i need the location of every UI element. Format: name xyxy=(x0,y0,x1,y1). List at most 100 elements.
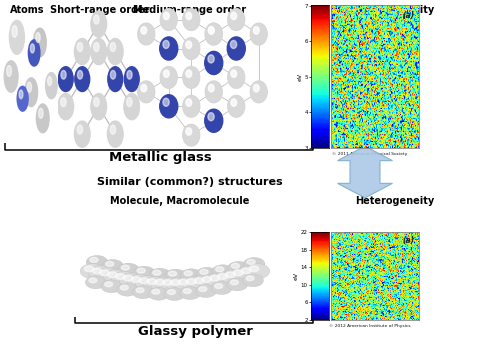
Circle shape xyxy=(108,272,118,278)
Circle shape xyxy=(161,67,176,87)
Circle shape xyxy=(183,9,200,31)
Circle shape xyxy=(91,11,106,37)
Circle shape xyxy=(250,266,258,272)
Circle shape xyxy=(151,277,176,292)
Circle shape xyxy=(110,71,116,79)
Circle shape xyxy=(134,266,155,279)
Circle shape xyxy=(182,277,207,291)
Circle shape xyxy=(186,12,192,20)
Circle shape xyxy=(183,66,200,88)
Circle shape xyxy=(164,70,169,77)
Circle shape xyxy=(141,84,146,92)
Circle shape xyxy=(94,42,99,52)
Circle shape xyxy=(250,81,267,103)
Circle shape xyxy=(78,71,82,79)
Circle shape xyxy=(234,270,243,276)
Circle shape xyxy=(228,66,244,88)
Text: Heterogeneity: Heterogeneity xyxy=(356,196,434,206)
Circle shape xyxy=(208,26,214,34)
Text: Heterogeneity: Heterogeneity xyxy=(356,5,434,15)
Text: (a): (a) xyxy=(403,236,415,245)
Circle shape xyxy=(164,70,169,77)
Circle shape xyxy=(206,24,222,44)
Circle shape xyxy=(174,277,199,292)
Circle shape xyxy=(231,99,236,106)
Circle shape xyxy=(228,67,244,87)
Circle shape xyxy=(10,20,24,54)
Circle shape xyxy=(160,9,177,31)
Circle shape xyxy=(112,271,136,287)
Circle shape xyxy=(138,23,154,45)
Circle shape xyxy=(25,78,38,107)
Circle shape xyxy=(231,70,236,77)
Circle shape xyxy=(120,285,128,290)
Circle shape xyxy=(231,70,236,77)
Circle shape xyxy=(138,24,154,44)
Circle shape xyxy=(136,288,144,293)
Circle shape xyxy=(164,288,185,301)
Circle shape xyxy=(208,26,214,34)
Circle shape xyxy=(184,39,199,58)
Circle shape xyxy=(196,285,216,298)
Circle shape xyxy=(19,90,23,99)
Circle shape xyxy=(186,99,192,106)
Circle shape xyxy=(17,86,28,111)
Circle shape xyxy=(58,94,74,120)
Circle shape xyxy=(186,12,192,20)
Circle shape xyxy=(183,125,200,146)
Circle shape xyxy=(208,55,214,63)
Circle shape xyxy=(206,23,222,45)
Circle shape xyxy=(186,128,192,135)
Circle shape xyxy=(147,279,156,284)
Circle shape xyxy=(184,96,199,116)
Circle shape xyxy=(135,276,160,291)
Circle shape xyxy=(138,82,154,102)
Circle shape xyxy=(117,283,138,296)
Circle shape xyxy=(102,259,124,273)
Circle shape xyxy=(74,39,90,65)
Circle shape xyxy=(141,85,146,92)
Circle shape xyxy=(89,278,97,283)
Circle shape xyxy=(183,38,200,60)
Circle shape xyxy=(108,67,122,92)
Circle shape xyxy=(38,108,43,118)
Circle shape xyxy=(124,94,140,120)
Circle shape xyxy=(247,259,255,265)
Circle shape xyxy=(120,273,144,288)
Circle shape xyxy=(250,23,267,45)
Circle shape xyxy=(152,289,160,294)
Circle shape xyxy=(155,279,164,285)
Text: Atoms: Atoms xyxy=(10,5,45,15)
Circle shape xyxy=(30,44,34,53)
Circle shape xyxy=(27,82,32,92)
Circle shape xyxy=(211,282,232,294)
Circle shape xyxy=(254,85,259,92)
Circle shape xyxy=(163,98,169,106)
Circle shape xyxy=(230,40,236,49)
Circle shape xyxy=(194,278,203,283)
Circle shape xyxy=(160,95,178,118)
Circle shape xyxy=(161,10,176,30)
Circle shape xyxy=(180,269,202,282)
Circle shape xyxy=(128,275,152,289)
Circle shape xyxy=(230,268,254,283)
Circle shape xyxy=(227,37,245,60)
Circle shape xyxy=(230,280,238,285)
Circle shape xyxy=(163,280,172,286)
Circle shape xyxy=(212,265,234,278)
Circle shape xyxy=(77,42,82,52)
Circle shape xyxy=(86,276,106,289)
Circle shape xyxy=(91,39,106,65)
Circle shape xyxy=(208,85,214,92)
Circle shape xyxy=(180,287,201,300)
Circle shape xyxy=(228,10,244,30)
Circle shape xyxy=(149,268,171,281)
Circle shape xyxy=(183,289,191,293)
Circle shape xyxy=(141,26,146,34)
Circle shape xyxy=(94,97,99,107)
Circle shape xyxy=(168,271,176,276)
Circle shape xyxy=(101,280,122,293)
Circle shape xyxy=(4,61,18,92)
Circle shape xyxy=(208,112,214,121)
Circle shape xyxy=(77,125,82,134)
